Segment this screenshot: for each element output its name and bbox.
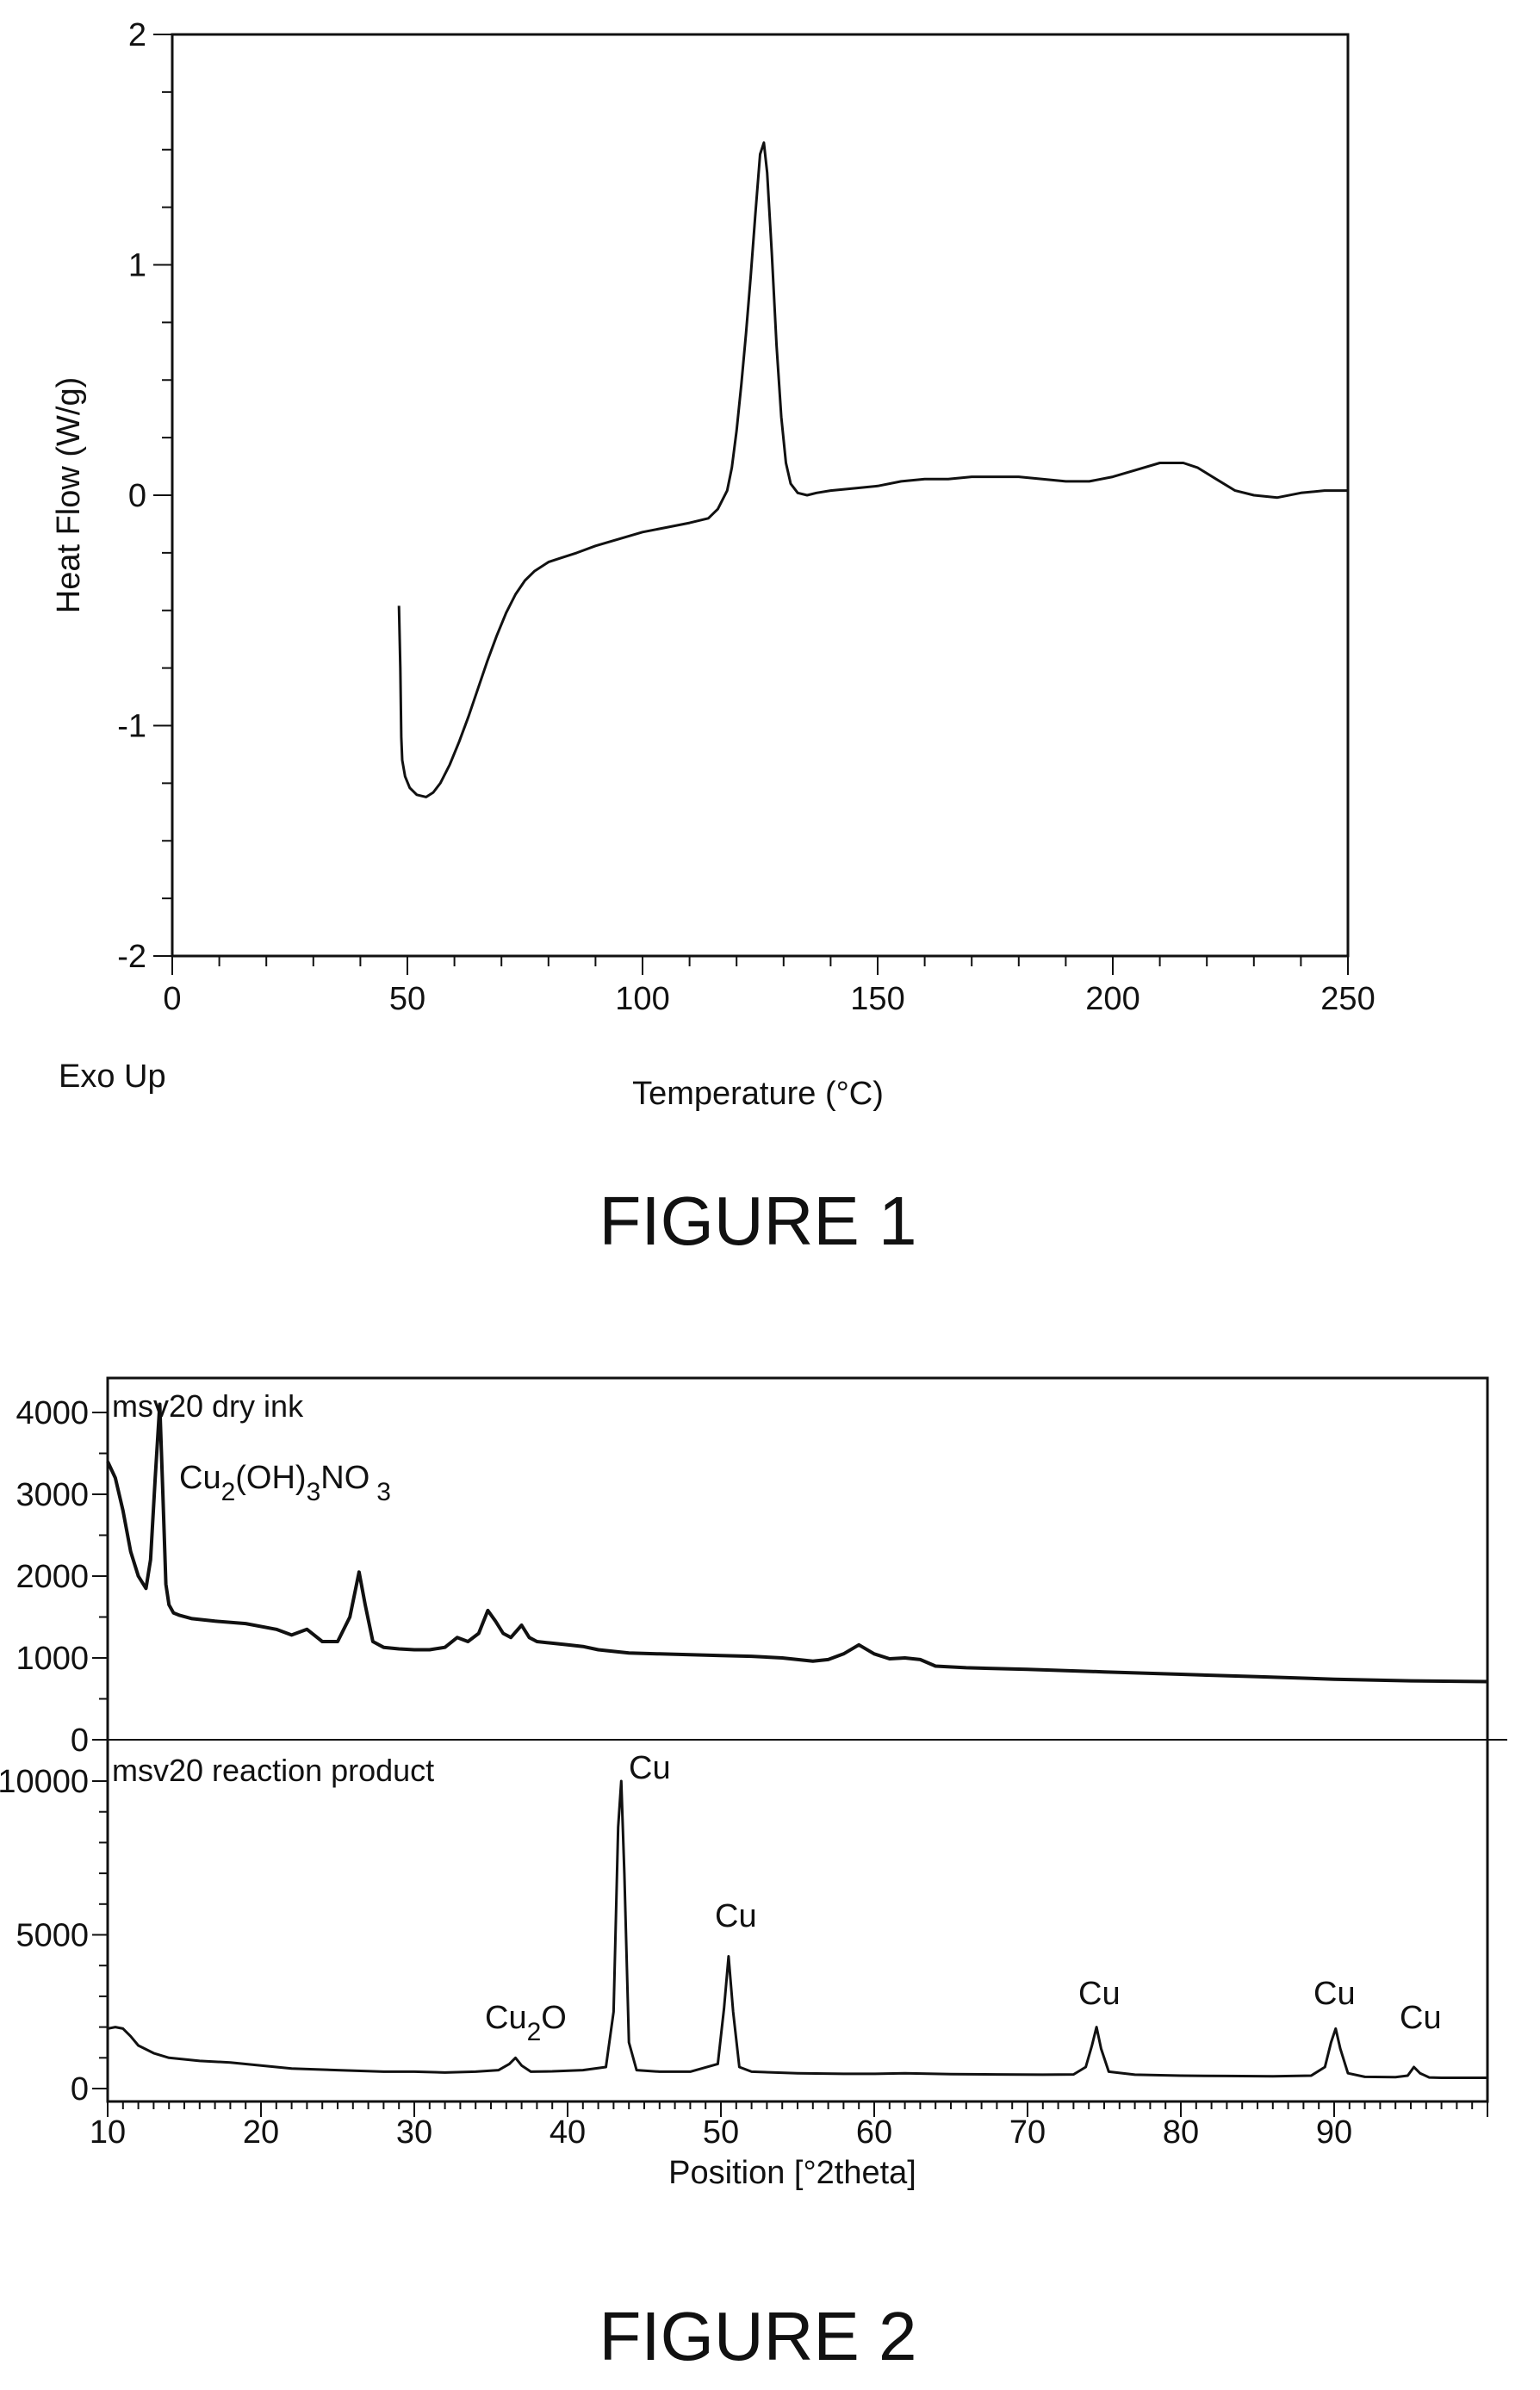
fig2-top-y-tick-label: 1000 bbox=[16, 1641, 89, 1677]
fig2-top-y-tick-label: 0 bbox=[71, 1723, 89, 1759]
fig1-y-axis-label: Heat Flow (W/g) bbox=[51, 377, 87, 613]
fig2-x-tick-label: 90 bbox=[1316, 2114, 1352, 2151]
fig2-x-tick-label: 60 bbox=[856, 2114, 892, 2151]
fig2-top-y-tick-label: 3000 bbox=[16, 1477, 89, 1513]
fig1-x-tick-label: 200 bbox=[1085, 981, 1139, 1017]
fig2-x-tick-label: 40 bbox=[550, 2114, 586, 2151]
fig2-bottom-y-tick-label: 0 bbox=[71, 2071, 89, 2108]
fig2-x-axis-label: Position [°2theta] bbox=[668, 2155, 916, 2191]
fig2-bottom-panel-label: msv20 reaction product bbox=[112, 1753, 434, 1788]
fig2-top-y-ticks: 4000 3000 2000 1000 0 bbox=[16, 1395, 108, 1759]
fig2-x-ticks: 10 20 30 40 50 60 70 80 90 bbox=[90, 2101, 1488, 2151]
fig2-peak-label-cu-90: Cu bbox=[1313, 1976, 1356, 2012]
fig2-x-tick-label: 50 bbox=[703, 2114, 739, 2151]
fig1-y-tick-label: -2 bbox=[117, 939, 146, 975]
fig1-y-tick-label: -1 bbox=[117, 709, 146, 745]
fig1-x-ticks: 0 50 100 150 200 250 bbox=[163, 956, 1375, 1017]
fig2-top-peak-label: Cu2(OH)3NO 3 bbox=[179, 1460, 391, 1506]
fig2-peak-label-cu2o: Cu2O bbox=[485, 2000, 567, 2046]
fig1-x-axis-label: Temperature (°C) bbox=[632, 1076, 884, 1112]
fig2-top-y-tick-label: 4000 bbox=[16, 1395, 89, 1431]
fig2-x-tick-label: 20 bbox=[243, 2114, 279, 2151]
fig2-x-tick-label: 80 bbox=[1163, 2114, 1199, 2151]
fig1-x-tick-label: 0 bbox=[163, 981, 181, 1017]
fig1-y-tick-label: 1 bbox=[128, 248, 146, 284]
fig1-x-tick-label: 250 bbox=[1320, 981, 1375, 1017]
fig2-top-panel-label: msv20 dry ink bbox=[112, 1388, 304, 1424]
fig2-caption: FIGURE 2 bbox=[599, 2298, 917, 2374]
fig1-x-tick-label: 100 bbox=[615, 981, 669, 1017]
fig2-peak-label-cu-50: Cu bbox=[715, 1898, 757, 1934]
fig2-x-tick-label: 70 bbox=[1009, 2114, 1046, 2151]
fig2-x-tick-label: 30 bbox=[396, 2114, 432, 2151]
fig2-peak-label-cu-43: Cu bbox=[629, 1750, 671, 1786]
fig1-x-tick-label: 150 bbox=[850, 981, 904, 1017]
fig2-bottom-y-ticks: 10000 5000 0 bbox=[0, 1764, 108, 2108]
fig2-bottom-y-tick-label: 10000 bbox=[0, 1764, 89, 1800]
fig1-x-tick-label: 50 bbox=[389, 981, 425, 1017]
fig1-y-tick-label: 0 bbox=[128, 478, 146, 514]
xrd-dry-ink-curve bbox=[106, 1402, 1488, 1684]
fig1-exo-up-label: Exo Up bbox=[59, 1058, 166, 1095]
fig1-caption: FIGURE 1 bbox=[599, 1183, 917, 1259]
fig2-peak-label-cu-95: Cu bbox=[1400, 2000, 1442, 2036]
xrd-reaction-product-curve bbox=[107, 1779, 1487, 2079]
fig2-top-y-tick-label: 2000 bbox=[16, 1559, 89, 1595]
fig1-plot-frame bbox=[171, 33, 1350, 958]
figure-1: 0 50 100 150 200 250 210-1-2 Heat Flow (W/g) … bbox=[51, 17, 1375, 1259]
fig2-x-tick-label: 10 bbox=[90, 2114, 126, 2151]
fig1-y-ticks: 2 1 0 -1 -2 bbox=[117, 17, 172, 975]
fig2-peak-label-cu-74: Cu bbox=[1078, 1976, 1121, 2012]
fig2-bottom-y-tick-label: 5000 bbox=[16, 1918, 89, 1954]
fig1-y-tick-label: 2 bbox=[128, 17, 146, 53]
dsc-curve bbox=[397, 141, 1348, 798]
